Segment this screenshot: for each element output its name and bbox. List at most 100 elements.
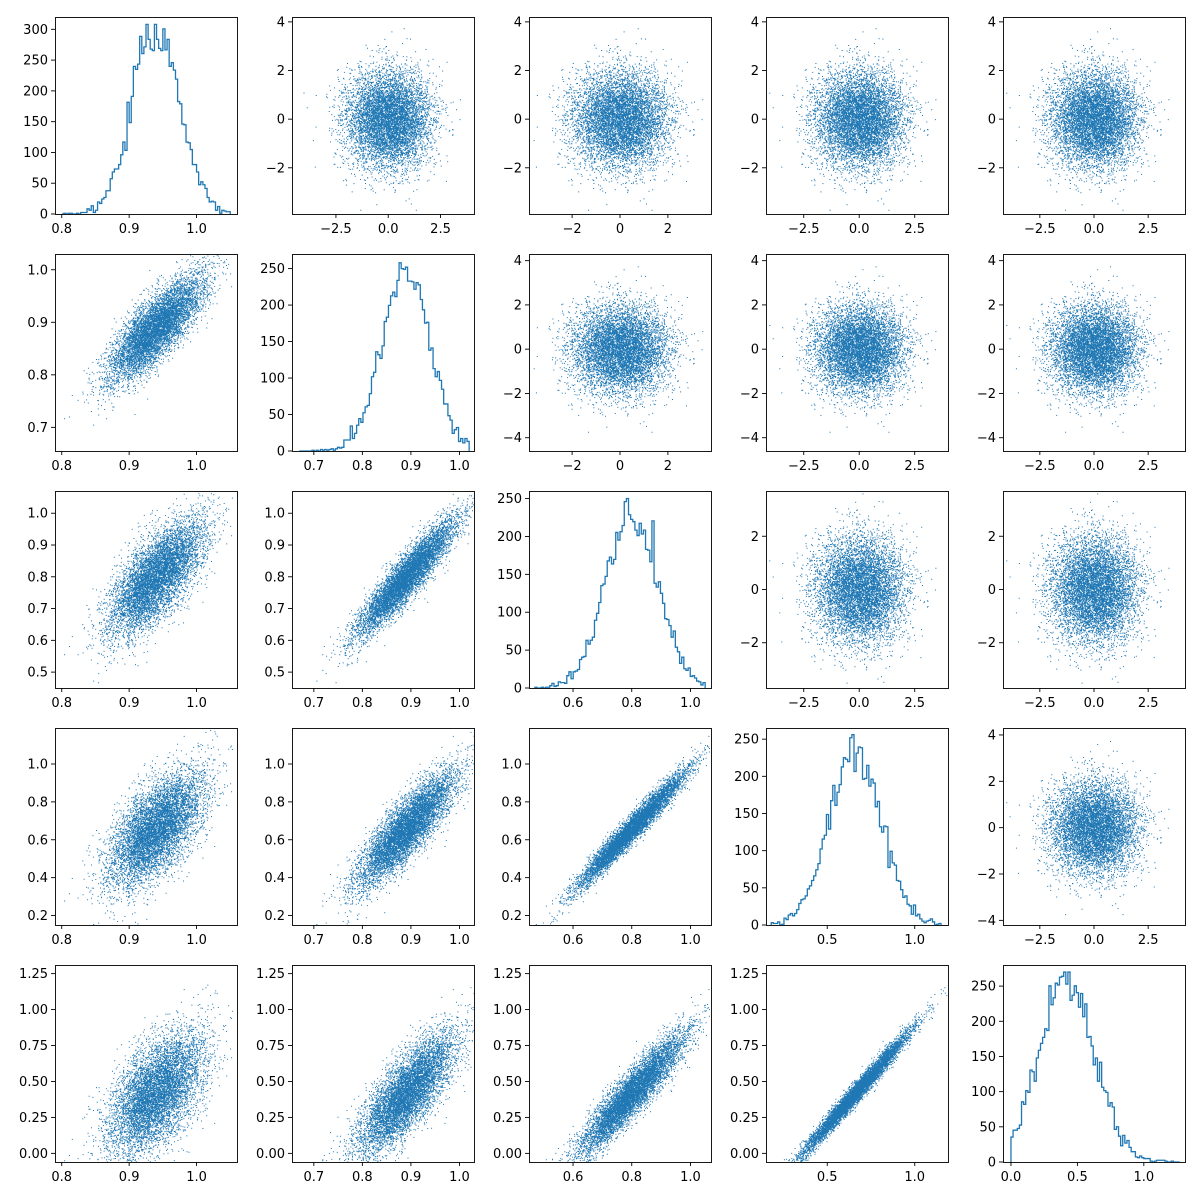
plot-area bbox=[1006, 741, 1170, 916]
y-tick-label: 1.0 bbox=[27, 507, 48, 522]
panel-r0-c1: −2.5 0.0 2.5 −2 0 2 4 bbox=[266, 15, 475, 237]
plot-area bbox=[64, 729, 233, 925]
scatter-points bbox=[1006, 493, 1170, 684]
x-tick-label: 0.0 bbox=[1001, 1170, 1022, 1185]
panel-r0-c4: −2.5 0.0 2.5 −2 0 2 4 bbox=[977, 15, 1186, 237]
plot-area bbox=[316, 731, 474, 925]
plot-area bbox=[1006, 28, 1170, 211]
x-tick-label: 0.9 bbox=[119, 696, 140, 711]
x-tick-label: 0.9 bbox=[401, 696, 422, 711]
x-tick-label: 0.0 bbox=[1084, 459, 1105, 474]
histogram-step-line bbox=[61, 23, 231, 214]
panel-r1-c0: 0.8 0.9 1.0 0.7 0.8 0.9 1.0 bbox=[27, 254, 238, 474]
y-tick-label: −2 bbox=[740, 387, 759, 402]
y-tick-label: 0.6 bbox=[264, 634, 285, 649]
y-tick-label: 0 bbox=[988, 583, 996, 598]
plot-area bbox=[64, 984, 233, 1162]
axes-frame bbox=[55, 965, 238, 1163]
panel-r4-c3: 0.5 1.0 0.00 0.25 0.50 0.75 1.00 1.25 bbox=[730, 965, 949, 1185]
plot-area bbox=[1006, 493, 1170, 684]
x-tick-label: 0.8 bbox=[51, 1170, 72, 1185]
panel-r0-c2: −2 0 2 −2 0 2 4 bbox=[503, 15, 712, 237]
y-tick-label: 2 bbox=[751, 298, 759, 313]
panel-r1-c3: −2.5 0.0 2.5 −4 −2 0 2 4 bbox=[740, 254, 949, 474]
x-tick-label: 0.0 bbox=[378, 222, 399, 237]
y-tick-label: −2 bbox=[740, 636, 759, 651]
y-tick-label: −2 bbox=[977, 868, 996, 883]
y-tick-label: 2 bbox=[277, 64, 285, 79]
axes-frame bbox=[766, 728, 949, 926]
axes-frame bbox=[292, 17, 475, 215]
x-tick-label: 0.8 bbox=[352, 1170, 373, 1185]
y-tick-label: 250 bbox=[497, 492, 522, 507]
x-tick-label: 1.0 bbox=[449, 696, 470, 711]
x-tick-label: 1.0 bbox=[680, 933, 701, 948]
panel-r2-c0: 0.8 0.9 1.0 0.5 0.6 0.7 0.8 0.9 1.0 bbox=[27, 491, 238, 711]
panel-r4-c0: 0.8 0.9 1.0 0.00 0.25 0.50 0.75 1.00 1.25 bbox=[19, 965, 238, 1185]
y-tick-label: 0 bbox=[40, 208, 48, 223]
x-tick-label: 0.8 bbox=[621, 933, 642, 948]
y-tick-label: 0.50 bbox=[730, 1075, 759, 1090]
plot-area bbox=[61, 23, 231, 214]
panel-r3-c4: −2.5 0.0 2.5 −4 −2 0 2 4 bbox=[977, 728, 1186, 948]
plot-area bbox=[303, 28, 461, 211]
x-tick-label: 0.8 bbox=[621, 696, 642, 711]
x-tick-label: 0.7 bbox=[303, 459, 324, 474]
y-tick-label: 0.2 bbox=[264, 909, 285, 924]
axes-frame bbox=[55, 491, 238, 689]
y-tick-label: 0.8 bbox=[264, 795, 285, 810]
y-tick-label: 0.6 bbox=[264, 833, 285, 848]
y-tick-label: 0.00 bbox=[256, 1147, 285, 1162]
x-tick-label: 0.8 bbox=[51, 459, 72, 474]
x-tick-label: 1.0 bbox=[904, 933, 925, 948]
histogram-step-line bbox=[1010, 971, 1180, 1162]
x-tick-label: 0.6 bbox=[563, 696, 584, 711]
y-tick-label: 250 bbox=[260, 262, 285, 277]
plot-area bbox=[533, 266, 704, 433]
x-tick-label: −2 bbox=[563, 222, 582, 237]
x-tick-label: 1.0 bbox=[904, 1170, 925, 1185]
x-tick-label: 0.9 bbox=[119, 1170, 140, 1185]
axes-frame bbox=[1003, 965, 1186, 1163]
y-tick-label: 1.00 bbox=[730, 1003, 759, 1018]
y-tick-label: 1.0 bbox=[27, 757, 48, 772]
axes-frame bbox=[766, 491, 949, 689]
x-tick-label: 0.5 bbox=[817, 1170, 838, 1185]
x-tick-label: 0.9 bbox=[119, 459, 140, 474]
y-tick-label: −4 bbox=[740, 431, 759, 446]
y-tick-label: 0.50 bbox=[493, 1075, 522, 1090]
panel-r2-c1: 0.7 0.8 0.9 1.0 0.5 0.6 0.7 0.8 0.9 1.0 bbox=[264, 491, 475, 711]
y-tick-label: 0.8 bbox=[501, 795, 522, 810]
y-tick-label: 0 bbox=[751, 919, 759, 934]
panel-r2-c3: −2.5 0.0 2.5 −2 0 2 bbox=[740, 491, 949, 711]
y-tick-label: 200 bbox=[497, 530, 522, 545]
x-tick-label: 1.0 bbox=[449, 1170, 470, 1185]
x-tick-label: 1.0 bbox=[186, 933, 207, 948]
x-tick-label: 1.0 bbox=[680, 1170, 701, 1185]
x-tick-label: 1.0 bbox=[186, 459, 207, 474]
x-tick-label: −2.5 bbox=[788, 459, 820, 474]
plot-area bbox=[783, 987, 948, 1162]
scatter-points bbox=[769, 28, 937, 211]
y-tick-label: 0 bbox=[751, 343, 759, 358]
x-tick-label: 1.0 bbox=[449, 933, 470, 948]
y-tick-label: 0.50 bbox=[256, 1075, 285, 1090]
axes-frame bbox=[529, 491, 712, 689]
x-tick-label: 0.8 bbox=[621, 1170, 642, 1185]
histogram-step-line bbox=[534, 497, 706, 688]
x-tick-label: 0.7 bbox=[303, 696, 324, 711]
x-tick-label: 0.9 bbox=[119, 933, 140, 948]
x-tick-label: 2.5 bbox=[1138, 222, 1159, 237]
y-tick-label: 4 bbox=[751, 254, 759, 269]
scatter-points bbox=[535, 735, 710, 925]
scatter-points bbox=[769, 266, 937, 433]
panel-r0-c0: 0.8 0.9 1.0 0 50 100 150 200 250 300 bbox=[23, 17, 238, 237]
panel-r2-c4: −2.5 0.0 2.5 −2 0 2 bbox=[977, 491, 1186, 711]
y-tick-label: 0.9 bbox=[264, 539, 285, 554]
y-tick-label: −2 bbox=[266, 161, 285, 176]
y-tick-label: 1.00 bbox=[256, 1003, 285, 1018]
plot-area bbox=[316, 493, 474, 684]
y-tick-label: 150 bbox=[260, 335, 285, 350]
scatter-points bbox=[316, 731, 474, 925]
y-tick-label: 0.25 bbox=[19, 1111, 48, 1126]
